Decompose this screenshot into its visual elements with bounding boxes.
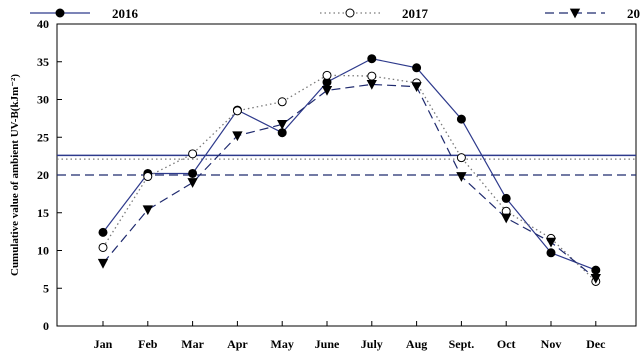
legend-marker-2017 [345,8,355,18]
x-tick-label: Sept. [449,337,475,351]
data-point-2017 [367,71,377,81]
data-point-2018 [456,172,467,182]
data-point-2018 [590,274,601,284]
legend-label-2016: 2016 [112,6,139,21]
y-tick-label: 0 [43,319,49,333]
legend: 2016 2017 2018 [30,6,640,21]
x-tick-label: Mar [181,337,204,351]
data-point-2017 [98,242,108,252]
x-tick-label: Oct [497,337,516,351]
legend-label-2017: 2017 [402,6,429,21]
data-point-2017 [277,97,287,107]
legend-marker-2018 [569,8,581,19]
x-tick-label: June [315,337,340,351]
y-tick-label: 20 [37,168,49,182]
data-point-2018 [321,86,333,96]
data-point-2018 [97,258,109,269]
data-point-2016 [591,265,601,275]
series-line-2018 [102,83,597,279]
x-tick-label: May [271,337,294,351]
series-line-2016 [102,58,597,271]
data-point-2017 [143,172,153,182]
data-point-2016 [277,128,287,138]
y-tick-label: 10 [37,244,49,258]
data-point-2018 [545,237,557,248]
x-tick-label: Apr [227,337,248,351]
data-point-2016 [501,193,511,203]
data-point-2016 [367,54,377,64]
y-axis-label: Cumulative value of ambient UV-B(kJm⁻²) [9,74,21,276]
data-point-2018 [187,178,198,188]
x-tick-label: Nov [541,337,562,351]
data-point-2018 [411,82,422,93]
plot-area: 0 5 10 15 20 25 30 35 40 Jan Feb Mar Apr May June July A… [37,17,637,351]
data-point-2017 [232,106,242,116]
data-point-2018 [232,131,243,142]
x-tick-label: Feb [138,337,158,351]
y-tick-label: 40 [37,17,49,31]
data-point-2018 [142,205,153,216]
legend-marker-2016 [55,8,65,18]
y-tick-label: 5 [43,281,49,295]
data-point-2016 [546,248,556,258]
data-point-2018 [501,213,512,224]
x-tick-label: July [361,337,383,351]
data-point-2016 [456,114,466,124]
series-line-2017 [102,74,597,282]
legend-label-2018: 2018 [627,6,640,21]
data-point-2017 [322,70,332,80]
data-point-2016 [98,227,108,237]
y-tick-label: 25 [37,130,49,144]
x-tick-label: Aug [406,337,427,351]
y-tick-label: 35 [37,55,49,69]
data-point-2017 [188,149,198,159]
data-point-2016 [412,63,422,73]
x-tick-label: Dec [586,337,606,351]
y-tick-label: 15 [37,206,49,220]
data-point-2017 [456,153,466,163]
data-point-2018 [277,120,288,130]
data-point-2016 [188,168,198,178]
y-tick-label: 30 [37,93,49,107]
data-point-2018 [366,80,377,90]
x-tick-label: Jan [94,337,113,351]
